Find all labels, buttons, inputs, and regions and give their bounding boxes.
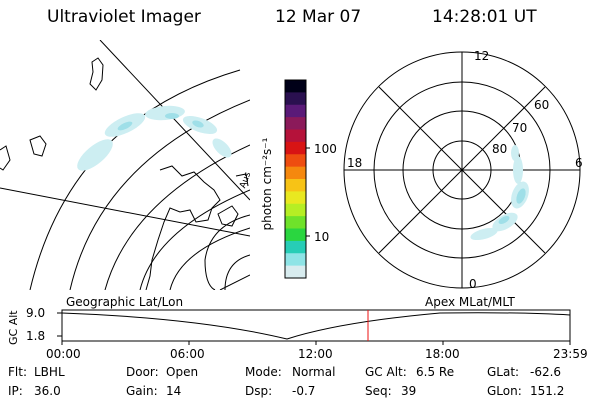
polar-panel-label: Apex MLat/MLT — [425, 295, 515, 309]
info-gcalt-key: GC Alt: — [365, 365, 407, 379]
info-gcalt-value: 6.5 Re — [416, 365, 455, 379]
polar-plot — [343, 51, 581, 289]
info-flt-value: LBHL — [34, 365, 65, 379]
info-seq-key: Seq: — [365, 384, 392, 398]
lat-label-60: 60 — [534, 98, 550, 112]
mlt-label-18: 18 — [347, 156, 363, 170]
colorbar-strip — [285, 240, 306, 254]
colorbar-frame — [284, 79, 307, 279]
colorbar-strip — [285, 80, 306, 93]
colorbar-strip — [285, 228, 306, 242]
mlt-label-0: 0 — [469, 277, 477, 291]
info-glat-value: -62.6 — [530, 365, 562, 379]
colorbar-strip — [285, 191, 306, 205]
info-glat-key: GLat: — [487, 365, 520, 379]
x-tick-1800: 18:00 — [425, 347, 460, 361]
info-door-key: Door: — [126, 365, 159, 379]
geographic-panel-label: Geographic Lat/Lon — [66, 295, 184, 309]
info-door-value: Open — [166, 365, 199, 379]
colorbar-strip — [285, 154, 306, 168]
lat-label-70: 70 — [512, 121, 528, 135]
colorbar-unit-label: photon cm⁻²s⁻¹ — [260, 137, 274, 231]
info-dsp-value: -0.7 — [292, 384, 316, 398]
observation-time: 14:28:01 UT — [432, 7, 537, 27]
colorbar-label-100: 100 — [314, 142, 337, 156]
colorbar-strip — [285, 166, 306, 180]
colorbar — [285, 80, 306, 279]
colorbar-strip — [285, 203, 306, 217]
altitude-plot-frame — [61, 309, 571, 342]
geographic-map — [0, 40, 250, 290]
observation-date: 12 Mar 07 — [275, 7, 362, 27]
colorbar-strip — [285, 117, 306, 131]
colorbar-strip — [285, 265, 306, 279]
colorbar-strip — [285, 216, 306, 230]
info-seq-value: 39 — [401, 384, 417, 398]
info-flt-key: Flt: — [8, 365, 27, 379]
x-tick-0600: 06:00 — [170, 347, 205, 361]
altitude-y-tick-label-1-8: 1.8 — [26, 329, 46, 343]
info-glon-value: 151.2 — [530, 384, 565, 398]
info-mode-value: Normal — [292, 365, 336, 379]
altitude-axis-label: GC Alt — [7, 310, 20, 345]
x-tick-0000: 00:00 — [46, 347, 81, 361]
colorbar-strip — [285, 129, 306, 143]
x-tick-1200: 12:00 — [298, 347, 333, 361]
info-mode-key: Mode: — [245, 365, 282, 379]
altitude-y-tick-label-9: 9.0 — [26, 306, 46, 320]
instrument-title: Ultraviolet Imager — [47, 7, 201, 27]
colorbar-label-10: 10 — [314, 230, 330, 244]
info-dsp-key: Dsp: — [245, 384, 273, 398]
info-ip-value: 36.0 — [34, 384, 61, 398]
colorbar-strip — [285, 141, 306, 155]
colorbar-strip — [285, 179, 306, 192]
info-glon-key: GLon: — [487, 384, 522, 398]
altitude-curve — [61, 312, 571, 340]
altitude-x-ticks — [61, 341, 571, 345]
lat-label-80: 80 — [492, 142, 508, 156]
colorbar-strip — [285, 92, 306, 106]
mlt-label-6: 6 — [575, 156, 583, 170]
mlt-label-12: 12 — [474, 49, 490, 63]
info-gain-key: Gain: — [126, 384, 158, 398]
info-gain-value: 14 — [166, 384, 182, 398]
colorbar-strip — [285, 253, 306, 267]
x-tick-2359: 23:59 — [553, 347, 588, 361]
colorbar-strip — [285, 104, 306, 118]
info-ip-key: IP: — [8, 384, 23, 398]
